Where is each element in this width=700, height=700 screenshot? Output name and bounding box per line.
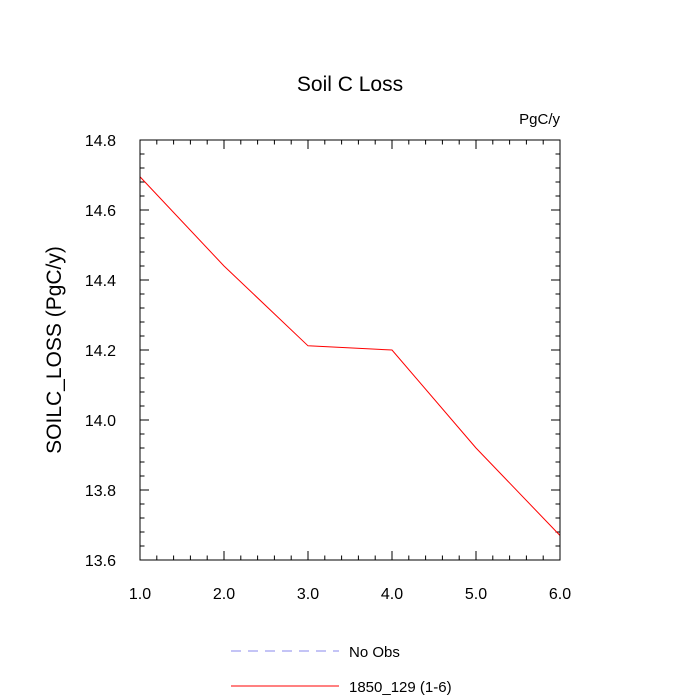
x-tick-label: 5.0 bbox=[465, 586, 487, 603]
y-tick-label: 14.6 bbox=[85, 203, 116, 220]
series-layer bbox=[139, 176, 561, 536]
x-tick-label: 2.0 bbox=[213, 586, 235, 603]
x-tick-label: 3.0 bbox=[297, 586, 319, 603]
tick-labels: 1.0 2.0 3.0 4.0 5.0 6.0 13.6 13.8 14.0 14.2 14.4 14… bbox=[85, 133, 571, 603]
legend-label: No Obs bbox=[349, 644, 400, 661]
series-line bbox=[139, 176, 561, 536]
y-tick-label: 13.8 bbox=[85, 483, 116, 500]
y-tick-label: 14.2 bbox=[85, 343, 116, 360]
axis-ticks bbox=[139, 139, 561, 561]
y-axis-label: SOILC_LOSS (PgC/y) bbox=[43, 246, 66, 454]
y-tick-label: 13.6 bbox=[85, 553, 116, 570]
y-tick-label: 14.8 bbox=[85, 133, 116, 150]
x-tick-label: 1.0 bbox=[129, 586, 151, 603]
units-label: PgC/y bbox=[519, 111, 560, 128]
plot-frame bbox=[139, 139, 561, 561]
legend: No Obs 1850_129 (1-6) bbox=[231, 644, 452, 696]
x-tick-label: 4.0 bbox=[381, 586, 403, 603]
chart-title: Soil C Loss bbox=[297, 73, 403, 96]
y-tick-label: 14.0 bbox=[85, 413, 116, 430]
legend-label: 1850_129 (1-6) bbox=[349, 679, 452, 696]
y-tick-label: 14.4 bbox=[85, 273, 116, 290]
x-tick-label: 6.0 bbox=[549, 586, 571, 603]
